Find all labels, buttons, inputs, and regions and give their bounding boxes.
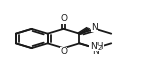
Text: O: O <box>60 14 67 23</box>
Text: NH: NH <box>90 42 103 51</box>
Text: N: N <box>91 23 98 32</box>
Text: 2: 2 <box>97 45 101 51</box>
Text: N: N <box>92 47 99 56</box>
Text: O: O <box>60 47 67 56</box>
